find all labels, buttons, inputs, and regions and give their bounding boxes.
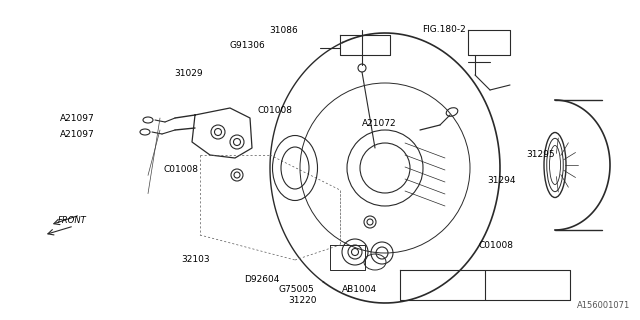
Text: 31086: 31086 <box>269 26 298 35</box>
Text: FIG.180-2: FIG.180-2 <box>422 25 466 34</box>
Text: FRONT: FRONT <box>58 216 86 225</box>
Text: C01008: C01008 <box>479 241 514 250</box>
Text: G91306: G91306 <box>229 41 265 50</box>
Text: C01008: C01008 <box>163 165 198 174</box>
Text: 31294: 31294 <box>488 176 516 185</box>
Text: G75005: G75005 <box>278 285 314 294</box>
Text: A156001071: A156001071 <box>577 301 630 310</box>
Text: C01008: C01008 <box>257 106 292 115</box>
Text: 31295: 31295 <box>526 150 555 159</box>
Text: 31029: 31029 <box>174 69 203 78</box>
Text: A21097: A21097 <box>60 114 95 123</box>
Text: A21072: A21072 <box>362 119 396 128</box>
Text: 32103: 32103 <box>181 255 210 264</box>
Text: 31220: 31220 <box>288 296 317 305</box>
Text: A21097: A21097 <box>60 130 95 139</box>
Text: D92604: D92604 <box>244 276 280 284</box>
Text: AB1004: AB1004 <box>342 285 377 294</box>
